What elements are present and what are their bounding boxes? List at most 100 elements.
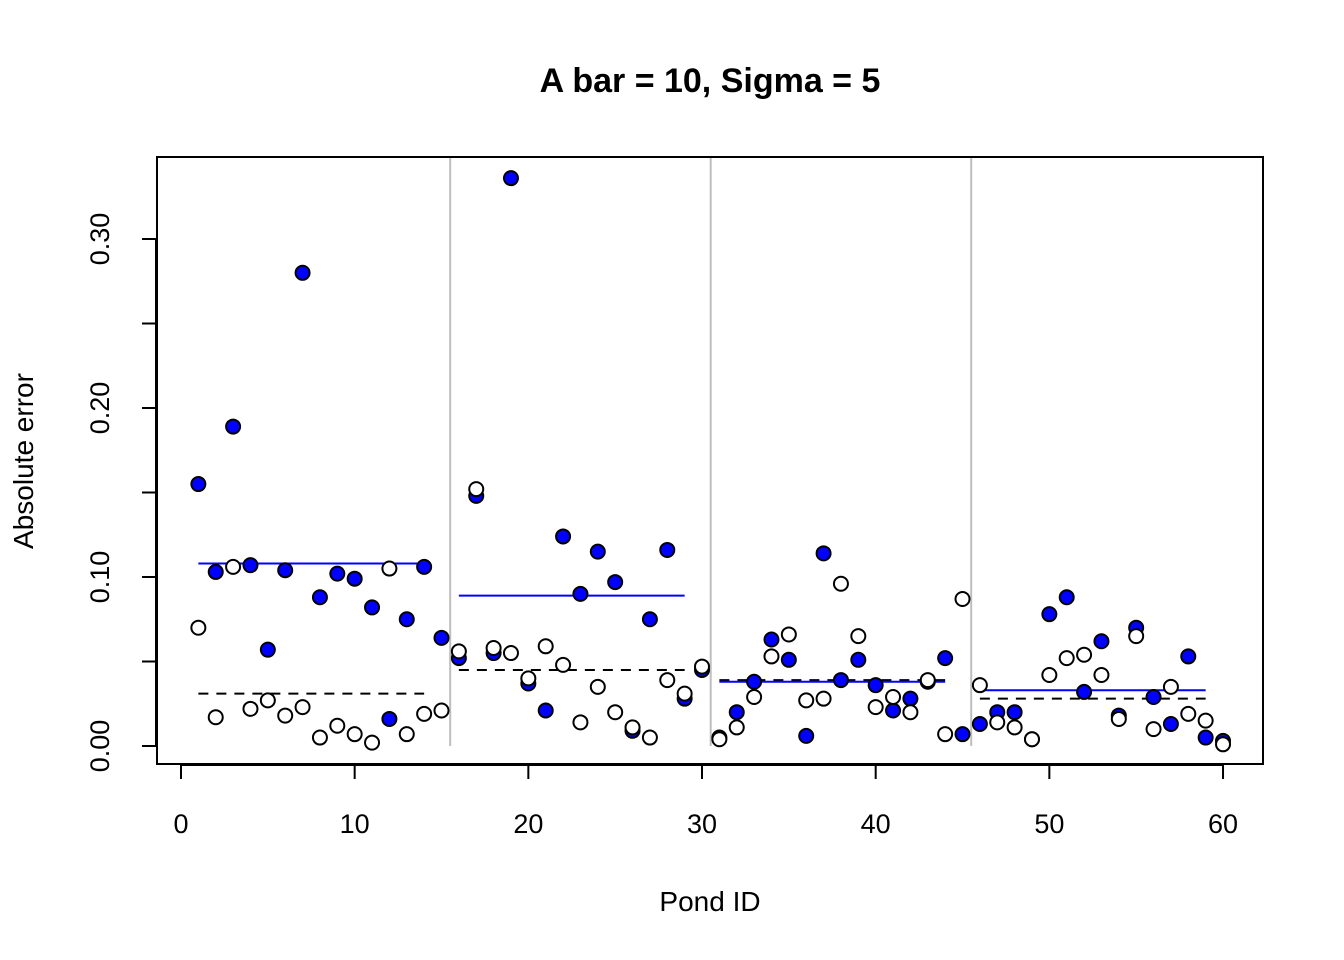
filled-point-2	[207, 563, 224, 580]
open-point-9	[329, 717, 346, 734]
open-point-16	[450, 643, 467, 660]
x-tick-label-6: 60	[1208, 809, 1238, 839]
filled-point-52	[1076, 683, 1093, 700]
filled-point-21	[537, 702, 554, 719]
filled-point-45	[954, 726, 971, 743]
open-point-41	[885, 688, 902, 705]
filled-point-28	[659, 541, 676, 558]
open-point-22	[555, 656, 572, 673]
open-point-52	[1076, 646, 1093, 663]
filled-point-24	[589, 543, 606, 560]
open-point-31	[711, 731, 728, 748]
open-point-54	[1110, 710, 1127, 727]
y-tick-label-4: 0.20	[85, 382, 115, 435]
open-point-44	[937, 726, 954, 743]
open-point-30	[694, 658, 711, 675]
open-point-15	[433, 702, 450, 719]
filled-point-27	[641, 611, 658, 628]
filled-point-22	[555, 528, 572, 545]
filled-point-35	[780, 651, 797, 668]
open-point-11	[364, 734, 381, 751]
filled-point-5	[259, 641, 276, 658]
filled-point-42	[902, 690, 919, 707]
filled-point-11	[364, 599, 381, 616]
filled-point-34	[763, 631, 780, 648]
filled-point-58	[1180, 648, 1197, 665]
open-point-47	[989, 714, 1006, 731]
filled-point-6	[277, 562, 294, 579]
x-tick-label-3: 30	[687, 809, 717, 839]
open-point-24	[589, 678, 606, 695]
filled-point-8	[311, 589, 328, 606]
y-tick-label-0: 0.00	[85, 720, 115, 773]
open-point-37	[815, 690, 832, 707]
x-axis-label: Pond ID	[659, 886, 760, 917]
open-point-36	[798, 692, 815, 709]
filled-point-10	[346, 570, 363, 587]
open-point-57	[1162, 678, 1179, 695]
open-point-23	[572, 714, 589, 731]
y-tick-label-6: 0.30	[85, 213, 115, 266]
filled-point-3	[225, 418, 242, 435]
open-point-39	[850, 628, 867, 645]
filled-point-59	[1197, 729, 1214, 746]
open-point-56	[1145, 721, 1162, 738]
open-point-48	[1006, 719, 1023, 736]
filled-point-44	[937, 650, 954, 667]
x-tick-label-1: 10	[340, 809, 370, 839]
x-tick-label-2: 20	[513, 809, 543, 839]
filled-point-25	[607, 574, 624, 591]
x-tick-label-0: 0	[173, 809, 188, 839]
open-point-53	[1093, 667, 1110, 684]
x-tick-label-5: 50	[1034, 809, 1064, 839]
open-point-3	[225, 558, 242, 575]
open-point-58	[1180, 705, 1197, 722]
open-point-33	[746, 688, 763, 705]
filled-point-32	[728, 704, 745, 721]
open-point-14	[416, 705, 433, 722]
filled-point-56	[1145, 688, 1162, 705]
open-point-7	[294, 699, 311, 716]
filled-point-48	[1006, 704, 1023, 721]
filled-point-9	[329, 565, 346, 582]
open-point-60	[1215, 736, 1232, 753]
open-point-26	[624, 719, 641, 736]
filled-point-36	[798, 727, 815, 744]
filled-point-40	[867, 677, 884, 694]
open-point-13	[398, 726, 415, 743]
filled-point-51	[1058, 589, 1075, 606]
filled-point-53	[1093, 633, 1110, 650]
open-point-10	[346, 726, 363, 743]
filled-point-12	[381, 710, 398, 727]
open-point-55	[1128, 628, 1145, 645]
filled-point-23	[572, 585, 589, 602]
open-point-18	[485, 639, 502, 656]
filled-point-19	[502, 170, 519, 187]
x-axis: 0 10 20 30 40 50 60	[173, 764, 1238, 839]
filled-point-33	[746, 673, 763, 690]
open-point-21	[537, 638, 554, 655]
open-point-4	[242, 700, 259, 717]
open-point-51	[1058, 650, 1075, 667]
open-point-50	[1041, 667, 1058, 684]
open-point-42	[902, 704, 919, 721]
open-point-1	[190, 619, 207, 636]
open-point-20	[520, 670, 537, 687]
x-tick-label-4: 40	[861, 809, 891, 839]
open-point-43	[919, 672, 936, 689]
open-point-27	[641, 729, 658, 746]
open-point-6	[277, 707, 294, 724]
filled-point-7	[294, 264, 311, 281]
open-point-5	[259, 692, 276, 709]
filled-point-13	[398, 611, 415, 628]
plot-area	[190, 157, 1232, 753]
open-point-8	[311, 729, 328, 746]
filled-point-14	[416, 558, 433, 575]
filled-point-1	[190, 476, 207, 493]
open-point-40	[867, 699, 884, 716]
open-point-12	[381, 560, 398, 577]
y-tick-label-2: 0.10	[85, 551, 115, 604]
open-point-59	[1197, 712, 1214, 729]
open-point-25	[607, 704, 624, 721]
